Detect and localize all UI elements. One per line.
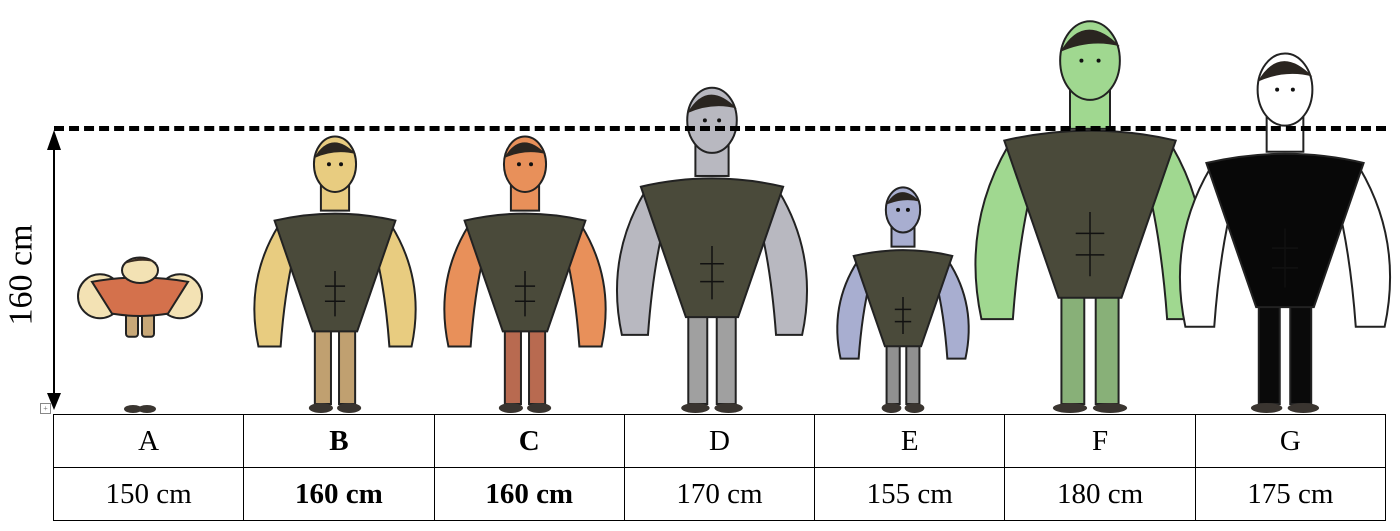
letter-cell-c: C — [433, 414, 625, 468]
height-cell-a: 150 cm — [52, 467, 245, 521]
figure-a — [77, 256, 203, 413]
figure-d — [615, 86, 809, 413]
figure-b — [253, 135, 417, 413]
letter-cell-a: A — [52, 414, 245, 468]
letter-cell-d: D — [623, 414, 816, 468]
letter-cell-e: E — [814, 414, 1006, 468]
letter-cell-f: F — [1004, 414, 1196, 468]
height-cell-g: 175 cm — [1194, 467, 1387, 521]
height-cell-c: 160 cm — [433, 467, 625, 521]
table-move-handle[interactable]: + — [40, 403, 51, 414]
heights-row: 150 cm 160 cm 160 cm 170 cm 155 cm 180 c… — [52, 467, 1387, 521]
figure-f — [974, 20, 1206, 413]
heights-table: A B C D E F G 150 cm 160 cm 160 cm 170 c… — [52, 414, 1387, 521]
height-cell-e: 155 cm — [814, 467, 1006, 521]
height-cell-b: 160 cm — [243, 467, 435, 521]
height-cell-d: 170 cm — [623, 467, 816, 521]
figure-g — [1178, 52, 1392, 413]
letter-cell-g: G — [1194, 414, 1387, 468]
axis-label-text: 160 cm — [3, 224, 41, 326]
reference-height-dashed-line — [54, 126, 1386, 131]
height-arrow — [47, 130, 61, 410]
height-cell-f: 180 cm — [1004, 467, 1196, 521]
figure-e — [836, 186, 970, 413]
axis-label: 160 cm — [2, 210, 42, 340]
letter-cell-b: B — [243, 414, 435, 468]
figure-c — [443, 135, 607, 413]
letters-row: A B C D E F G — [52, 414, 1387, 468]
